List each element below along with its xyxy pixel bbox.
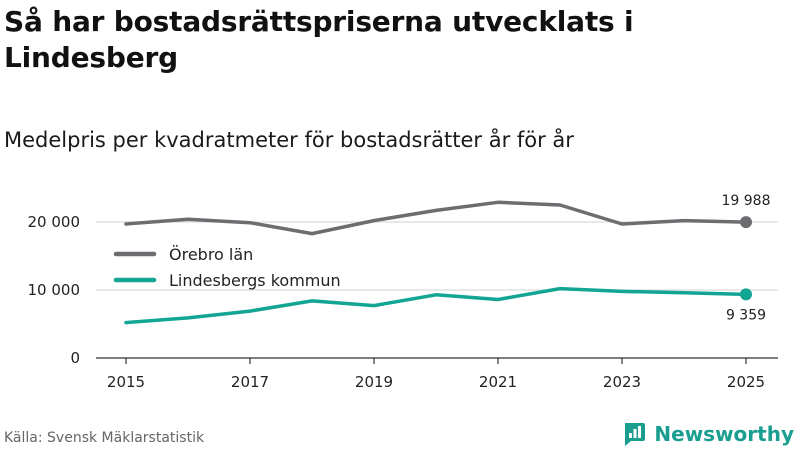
legend-label: Örebro län	[169, 245, 253, 264]
x-tick-label: 2021	[479, 373, 517, 391]
series-line	[124, 200, 748, 236]
series-end-marker	[740, 216, 752, 229]
end-value-label: 19 988	[722, 193, 771, 209]
source-note: Källa: Svensk Mäklarstatistik	[4, 430, 205, 446]
y-tick-label: 10 000	[28, 281, 81, 299]
newsworthy-logo-icon	[625, 423, 646, 446]
y-tick-label: 20 000	[28, 213, 81, 231]
series-line	[124, 286, 748, 325]
legend-label: Lindesbergs kommun	[169, 271, 341, 290]
brand-name: Newsworthy	[654, 422, 794, 446]
x-tick-label: 2025	[727, 373, 765, 391]
x-tick-label: 2023	[603, 373, 641, 391]
x-tick-label: 2019	[355, 373, 393, 391]
x-tick-label: 2015	[107, 373, 145, 391]
brand-logo: Newsworthy	[621, 420, 794, 448]
x-tick-label: 2017	[231, 373, 269, 391]
chart-title: Så har bostadsrättspriserna utvecklats i…	[4, 5, 634, 74]
chart-subtitle: Medelpris per kvadratmeter för bostadsrä…	[4, 128, 574, 152]
series-end-marker	[740, 288, 752, 301]
end-value-label: 9 359	[726, 307, 766, 323]
y-tick-label: 0	[70, 349, 80, 367]
